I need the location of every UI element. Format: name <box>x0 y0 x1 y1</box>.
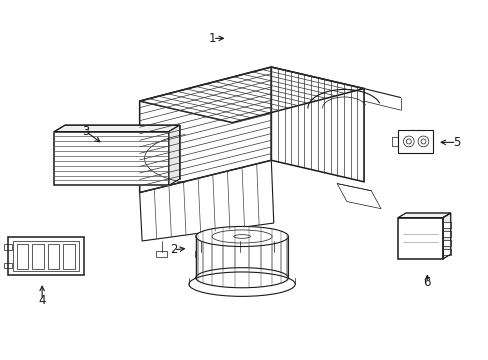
Bar <box>17 244 28 269</box>
Ellipse shape <box>403 136 413 147</box>
Bar <box>13 241 79 271</box>
Polygon shape <box>442 213 450 259</box>
Bar <box>4 244 12 250</box>
Bar <box>194 251 206 257</box>
Bar <box>63 244 75 269</box>
Bar <box>442 231 450 237</box>
Bar <box>8 237 83 275</box>
Ellipse shape <box>195 226 288 247</box>
Ellipse shape <box>406 139 410 144</box>
Text: 5: 5 <box>452 136 459 149</box>
Bar <box>156 251 167 257</box>
Polygon shape <box>140 67 363 123</box>
Bar <box>4 263 12 269</box>
Text: 2: 2 <box>170 243 177 256</box>
Text: 6: 6 <box>423 276 430 289</box>
Bar <box>397 218 442 259</box>
Bar <box>195 237 288 278</box>
Text: 3: 3 <box>82 125 89 138</box>
Ellipse shape <box>233 235 250 238</box>
Ellipse shape <box>417 136 428 147</box>
Bar <box>32 244 44 269</box>
Text: 1: 1 <box>209 32 216 45</box>
Bar <box>442 249 450 255</box>
Polygon shape <box>65 125 179 179</box>
Ellipse shape <box>420 139 425 144</box>
Bar <box>54 132 168 185</box>
Bar <box>233 251 245 257</box>
Bar <box>397 130 432 153</box>
Text: 4: 4 <box>39 294 46 307</box>
Bar <box>48 244 59 269</box>
Polygon shape <box>54 125 179 132</box>
Polygon shape <box>168 125 179 185</box>
Bar <box>442 240 450 246</box>
Bar <box>442 222 450 228</box>
Bar <box>267 251 279 257</box>
Polygon shape <box>140 67 271 193</box>
Polygon shape <box>397 213 450 218</box>
Polygon shape <box>271 67 363 182</box>
Bar <box>54 132 168 185</box>
